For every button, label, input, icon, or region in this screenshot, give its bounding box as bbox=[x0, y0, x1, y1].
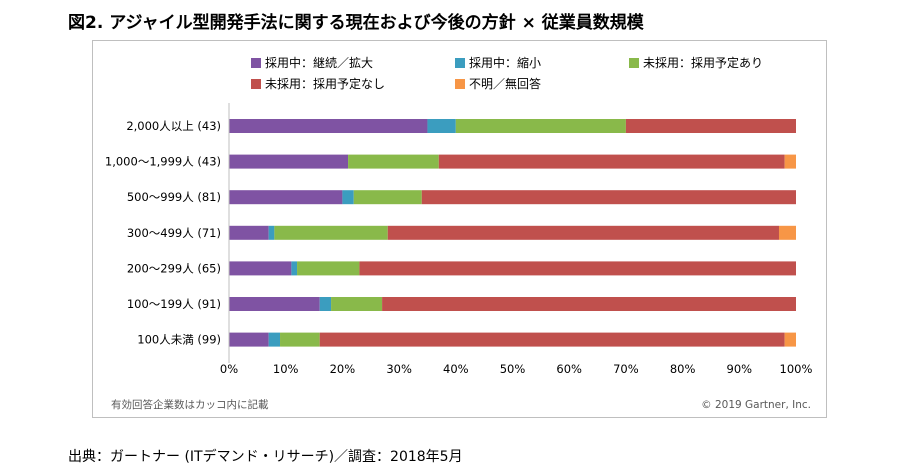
category-label-6: 100～199人 (91) bbox=[127, 297, 221, 311]
source-citation: 出典：ガートナー (ITデマンド・リサーチ)／調査：2018年5月 bbox=[68, 449, 463, 465]
copyright-text: © 2019 Gartner, Inc. bbox=[701, 399, 811, 411]
respondent-note: 有効回答企業数はカッコ内に記載 bbox=[111, 398, 269, 411]
chart-frame: 採用中：継続／拡大 採用中：縮小 未採用：採用予定あり未採用：採用予定なし 不明／無回… bbox=[92, 40, 827, 418]
x-tick-label-9: 90% bbox=[727, 362, 753, 376]
legend-swatch-2 bbox=[455, 58, 465, 68]
bar-segment-4-2 bbox=[268, 225, 275, 240]
x-tick-label-10: 100% bbox=[780, 362, 813, 376]
bar-segment-4-1 bbox=[229, 225, 269, 240]
bar-segment-3-4 bbox=[421, 190, 796, 205]
category-label-5: 200～299人 (65) bbox=[127, 261, 221, 275]
bar-segment-7-3 bbox=[280, 332, 320, 347]
x-tick-label-2: 20% bbox=[330, 362, 356, 376]
x-tick-label-5: 50% bbox=[500, 362, 526, 376]
category-label-1: 2,000人以上 (43) bbox=[126, 119, 221, 133]
category-label-4: 300～499人 (71) bbox=[127, 226, 221, 240]
x-tick-label-0: 0% bbox=[220, 362, 238, 376]
legend-swatch-5 bbox=[455, 79, 465, 89]
bar-segment-1-2 bbox=[427, 119, 456, 133]
bar-segment-6-1 bbox=[229, 297, 320, 311]
x-tick-label-3: 30% bbox=[386, 362, 412, 376]
x-tick-label-7: 70% bbox=[613, 362, 639, 376]
category-label-7: 100人未満 (99) bbox=[137, 333, 221, 347]
bar-segment-7-4 bbox=[319, 332, 785, 347]
bar-segment-5-2 bbox=[291, 261, 298, 276]
legend-swatch-4 bbox=[251, 79, 261, 89]
legend-label-1: 採用中：継続／拡大 bbox=[265, 55, 373, 70]
x-tick-label-8: 80% bbox=[670, 362, 696, 376]
legend-label-5: 不明／無回答 bbox=[469, 76, 541, 91]
bar-segment-1-4 bbox=[625, 119, 796, 133]
bar-segment-2-5 bbox=[784, 154, 796, 169]
legend-label-3: 未採用：採用予定あり bbox=[643, 55, 763, 70]
bar-segment-3-1 bbox=[229, 190, 343, 205]
bar-segment-1-3 bbox=[455, 119, 626, 133]
x-tick-label-1: 10% bbox=[273, 362, 299, 376]
bar-segment-7-5 bbox=[784, 332, 796, 347]
category-labels: 2,000人以上 (43) 1,000～1,999人 (43) 500～999人 (… bbox=[105, 119, 221, 347]
bar-segment-1-1 bbox=[229, 119, 428, 133]
bar-segment-7-1 bbox=[229, 332, 269, 347]
legend-label-2: 採用中：縮小 bbox=[469, 55, 541, 70]
x-axis: 0% 10% 20% 30% 40% 50% 60% 70% 80% 90% 100% bbox=[220, 103, 813, 376]
bar-group bbox=[229, 119, 796, 347]
category-label-3: 500～999人 (81) bbox=[127, 190, 221, 204]
bar-segment-5-4 bbox=[359, 261, 796, 276]
bar-segment-3-3 bbox=[353, 190, 422, 205]
legend-swatch-1 bbox=[251, 58, 261, 68]
bar-segment-5-3 bbox=[297, 261, 360, 276]
bar-segment-6-4 bbox=[382, 297, 796, 311]
bar-segment-5-1 bbox=[229, 261, 292, 276]
bar-segment-7-2 bbox=[268, 332, 281, 347]
bar-segment-4-3 bbox=[274, 225, 388, 240]
bar-segment-2-4 bbox=[438, 154, 785, 169]
x-tick-label-6: 60% bbox=[556, 362, 582, 376]
figure-title: 図2. アジャイル型開発手法に関する現在および今後の方針 × 従業員数規模 bbox=[68, 13, 644, 33]
bar-segment-4-5 bbox=[778, 225, 796, 240]
legend-label-4: 未採用：採用予定なし bbox=[265, 76, 385, 91]
bar-segment-6-2 bbox=[319, 297, 332, 311]
bar-segment-6-3 bbox=[331, 297, 383, 311]
legend-swatch-3 bbox=[629, 58, 639, 68]
bar-segment-3-2 bbox=[342, 190, 354, 205]
x-tick-label-4: 40% bbox=[443, 362, 469, 376]
bar-segment-2-1 bbox=[229, 154, 349, 169]
bar-segment-4-4 bbox=[387, 225, 779, 240]
bar-segment-2-3 bbox=[348, 154, 439, 169]
category-label-2: 1,000～1,999人 (43) bbox=[105, 155, 221, 169]
